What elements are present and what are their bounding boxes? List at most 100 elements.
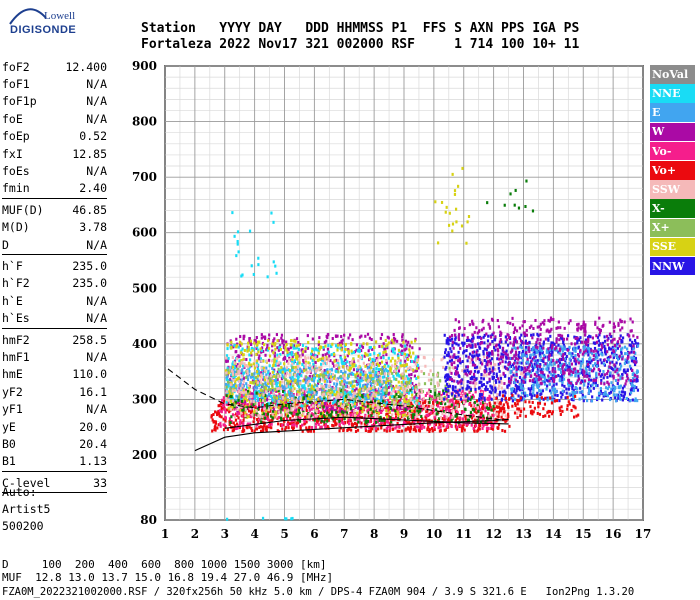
echo-point [490, 397, 493, 401]
echo-point [239, 397, 242, 401]
echo-point [333, 393, 336, 397]
echo-point [238, 402, 241, 406]
echo-point [286, 379, 289, 383]
echo-point [493, 407, 496, 411]
echo-point [226, 366, 229, 370]
echo-point [338, 407, 341, 411]
echo-point [481, 406, 484, 410]
echo-point [295, 408, 298, 412]
echo-point [460, 426, 464, 430]
echo-point [374, 340, 378, 344]
echo-point [373, 419, 376, 423]
echo-point [233, 424, 237, 428]
x-tick-label: 3 [221, 527, 229, 541]
echo-point [343, 355, 347, 359]
echo-point [427, 413, 430, 417]
echo-point [337, 417, 340, 421]
echo-point [611, 360, 614, 364]
echo-point [340, 404, 344, 408]
x-tick-label: 16 [605, 527, 622, 541]
echo-point [358, 417, 361, 421]
echo-point [312, 413, 315, 417]
echo-point [304, 380, 307, 384]
echo-point [448, 402, 451, 406]
echo-point [312, 362, 315, 366]
echo-point [612, 355, 615, 359]
echo-point [253, 392, 257, 396]
echo-point [354, 375, 357, 379]
echo-point [520, 407, 523, 411]
echo-point [495, 419, 498, 423]
echo-point [338, 422, 341, 426]
echo-point [230, 385, 233, 389]
echo-point [242, 421, 245, 425]
echo-point [287, 403, 291, 407]
echo-point [228, 389, 231, 393]
echo-point [233, 375, 236, 379]
echo-point [312, 365, 315, 369]
echo-point [405, 394, 408, 398]
echo-point [308, 383, 311, 387]
echo-point [393, 395, 396, 399]
echo-point [341, 420, 344, 424]
echo-point [246, 378, 250, 382]
echo-point [410, 360, 414, 364]
echo-point [261, 425, 264, 429]
echo-point [241, 408, 244, 412]
echo-point [271, 349, 274, 353]
echo-point [282, 402, 285, 406]
echo-point [408, 421, 411, 425]
echo-point [306, 401, 309, 405]
echo-point [261, 382, 264, 386]
echo-point [320, 403, 323, 407]
echo-point [289, 385, 292, 389]
echo-point [256, 381, 260, 385]
echo-point [397, 386, 401, 390]
echo-point [224, 419, 227, 423]
echo-point [318, 336, 321, 340]
echo-point [254, 384, 257, 388]
param-name: h`F2 [2, 276, 30, 291]
echo-point [397, 390, 400, 394]
echo-point [464, 399, 467, 403]
echo-point [325, 361, 329, 365]
param-row: foF2 12.400 [2, 58, 107, 75]
echo-point [384, 338, 387, 342]
x-tick-label: 11 [455, 527, 472, 541]
echo-point [323, 396, 326, 400]
echo-point [529, 392, 532, 396]
scaled-parameters-panel: foF2 12.400 foF1 N/A foF1p N/A foE N/A foEp 0.52 f… [2, 58, 107, 495]
echo-point [487, 418, 490, 422]
echo-point [300, 374, 303, 378]
echo-point [404, 421, 407, 425]
param-separator [2, 327, 107, 329]
echo-point [350, 397, 353, 401]
echo-point [226, 427, 229, 431]
echo-point [284, 409, 287, 413]
echo-point [365, 397, 368, 401]
echo-point [442, 424, 445, 428]
echo-point [630, 359, 634, 363]
echo-point [410, 390, 413, 394]
echo-point [233, 343, 236, 347]
echo-point [335, 422, 338, 426]
x-tick-label: 10 [426, 527, 443, 541]
echo-point [331, 375, 334, 379]
echo-point [292, 394, 295, 398]
echo-point [395, 417, 399, 421]
echo-point [339, 374, 342, 378]
echo-point [317, 367, 320, 371]
echo-point [262, 335, 265, 339]
echo-point [261, 411, 264, 415]
echo-point [294, 396, 297, 400]
echo-point [303, 390, 306, 394]
echo-point [416, 399, 419, 403]
y-tick-label: 80 [140, 513, 157, 527]
echo-point [398, 389, 401, 393]
echo-point [361, 410, 364, 414]
echo-point [366, 404, 369, 408]
echo-point [364, 370, 367, 374]
param-row: foE N/A [2, 110, 107, 127]
echo-point [271, 382, 274, 386]
echo-point [370, 338, 373, 342]
